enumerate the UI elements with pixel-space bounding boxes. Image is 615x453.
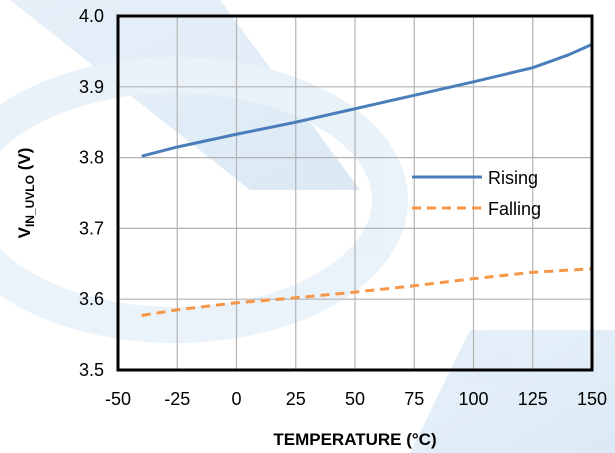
y-axis-title-main: V: [15, 226, 34, 238]
x-tick-label: 50: [345, 389, 365, 409]
y-tick-label: 3.6: [79, 289, 104, 309]
x-tick-label: 0: [231, 389, 241, 409]
y-axis-title-subscript: IN_UVLO: [23, 175, 37, 227]
x-tick-label: 150: [577, 389, 607, 409]
series-layer: [141, 42, 593, 317]
y-tick-label: 3.9: [79, 77, 104, 97]
x-tick-labels: -50 -25 0 25 50 75 100 125 150: [105, 389, 607, 409]
y-tick-label: 4.0: [79, 6, 104, 26]
x-tick-label: -25: [164, 389, 190, 409]
legend-label-falling: Falling: [488, 199, 541, 219]
x-tick-label: 100: [458, 389, 488, 409]
x-tick-label: -50: [105, 389, 131, 409]
y-tick-labels: 3.5 3.6 3.7 3.8 3.9 4.0: [79, 6, 104, 380]
legend: Rising Falling: [412, 168, 541, 219]
legend-label-rising: Rising: [488, 168, 538, 188]
y-tick-label: 3.5: [79, 360, 104, 380]
y-axis-title: VIN_UVLO (V): [15, 148, 37, 239]
y-tick-label: 3.8: [79, 148, 104, 168]
plot-area-frame: [116, 14, 594, 372]
x-tick-label: 125: [518, 389, 548, 409]
y-tick-label: 3.7: [79, 218, 104, 238]
y-axis-title-unit: (V): [15, 148, 34, 175]
x-tick-label: 25: [286, 389, 306, 409]
x-tick-label: 75: [404, 389, 424, 409]
series-line-falling: [141, 267, 593, 317]
x-axis-title: TEMPERATURE (°C): [273, 430, 436, 449]
series-line-rising: [141, 42, 593, 158]
